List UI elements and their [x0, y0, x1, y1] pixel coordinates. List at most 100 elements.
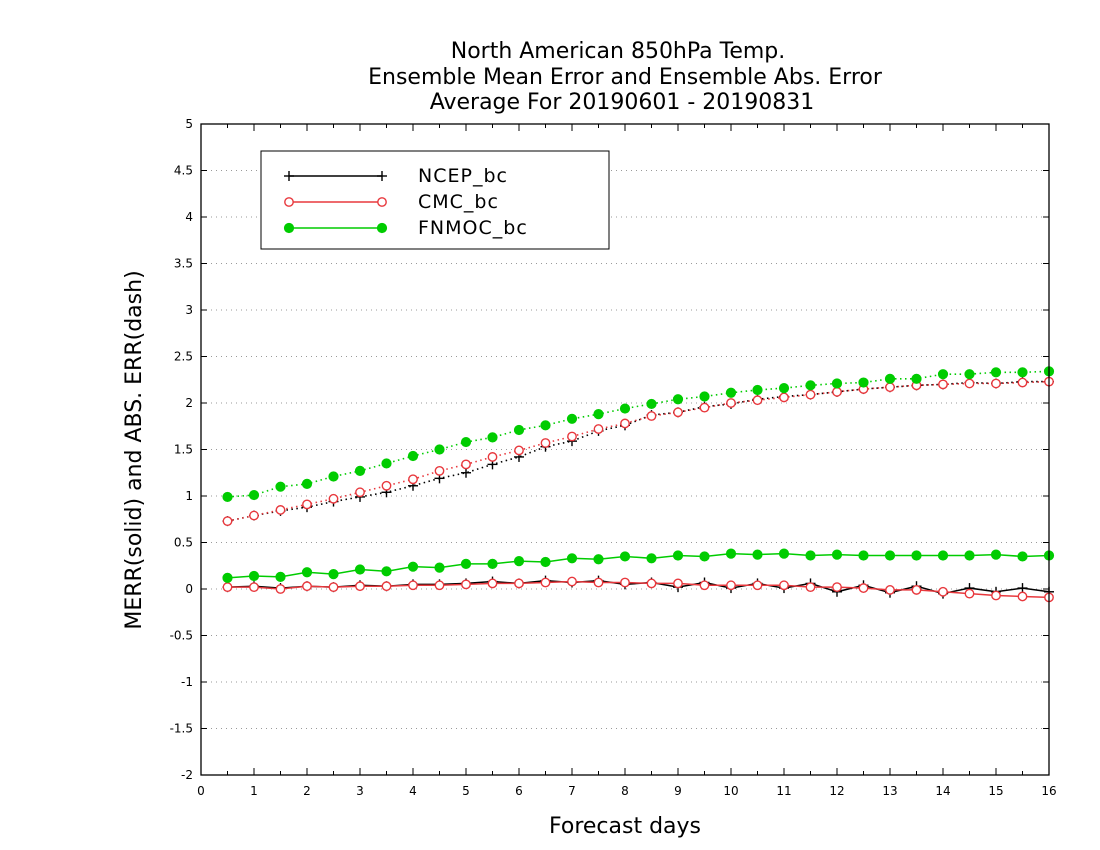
y-tick-label: 2.5: [174, 350, 193, 364]
y-tick-label: -0.5: [170, 629, 193, 643]
y-tick-label: -1: [181, 675, 193, 689]
series-cmc-bc: [222, 376, 1054, 603]
abs-err-point-fnmoc-bc: [619, 403, 631, 414]
y-tick-label: -1.5: [170, 722, 193, 736]
legend-sample-fnmoc-bc: [283, 222, 388, 234]
x-tick-label: 11: [776, 784, 791, 798]
merr-point-ncep-bc: [1017, 583, 1028, 594]
abs-err-point-fnmoc-bc: [937, 369, 949, 380]
merr-point-fnmoc-bc: [911, 550, 922, 561]
abs-err-point-fnmoc-bc: [222, 491, 233, 503]
legend: NCEP_bc CMC_bc FNMOC_bc: [260, 150, 610, 250]
merr-point-fnmoc-bc: [301, 567, 313, 578]
y-tick-label: 3.5: [174, 257, 193, 271]
abs-err-point-fnmoc-bc: [805, 380, 816, 391]
merr-point-cmc-bc: [487, 578, 498, 589]
merr-point-cmc-bc: [540, 577, 551, 588]
legend-marker-cmc-bc: [377, 197, 387, 207]
abs-err-point-fnmoc-bc: [593, 409, 604, 420]
x-tick-label: 9: [674, 784, 682, 798]
y-tick-label: 4.5: [174, 164, 193, 178]
abs-err-point-cmc-bc: [1017, 377, 1028, 388]
y-tick-label: 3: [185, 303, 193, 317]
merr-point-fnmoc-bc: [328, 569, 339, 580]
merr-point-cmc-bc: [567, 576, 577, 587]
abs-err-point-cmc-bc: [964, 378, 975, 389]
legend-label-ncep: NCEP_bc: [418, 165, 508, 187]
abs-err-point-cmc-bc: [938, 379, 948, 390]
merr-point-cmc-bc: [885, 585, 895, 595]
abs-err-point-cmc-bc: [752, 395, 763, 406]
y-tick-label: 2: [185, 396, 193, 410]
merr-point-cmc-bc: [832, 582, 842, 593]
abs-err-point-fnmoc-bc: [911, 373, 922, 384]
abs-err-point-cmc-bc: [222, 516, 233, 527]
abs-err-point-cmc-bc: [726, 398, 736, 408]
x-tick-label: 10: [723, 784, 738, 798]
abs-err-point-fnmoc-bc: [354, 465, 366, 476]
merr-point-cmc-bc: [991, 590, 1001, 601]
merr-point-fnmoc-bc: [593, 554, 604, 565]
merr-point-fnmoc-bc: [752, 549, 763, 560]
x-tick-label: 12: [829, 784, 844, 798]
abs-err-point-fnmoc-bc: [248, 489, 260, 501]
abs-err-point-cmc-bc: [540, 438, 551, 448]
merr-point-fnmoc-bc: [699, 551, 710, 562]
abs-err-point-cmc-bc: [487, 452, 498, 462]
abs-err-point-fnmoc-bc: [328, 471, 339, 482]
x-tick-label: 14: [935, 784, 950, 798]
merr-point-cmc-bc: [249, 582, 259, 593]
merr-point-cmc-bc: [275, 584, 286, 594]
x-tick-label: 8: [621, 784, 629, 798]
abs-err-point-fnmoc-bc: [513, 424, 525, 436]
legend-marker-fnmoc-bc: [376, 222, 388, 234]
abs-err-point-cmc-bc: [381, 480, 392, 491]
x-axis-label: Forecast days: [549, 814, 701, 839]
x-tick-label: 13: [882, 784, 897, 798]
legend-sample-cmc-bc: [284, 197, 387, 207]
y-tick-label: 1: [185, 489, 193, 503]
abs-err-point-cmc-bc: [699, 402, 710, 413]
series-fnmoc-bc: [222, 366, 1055, 583]
abs-err-point-cmc-bc: [620, 418, 630, 429]
abs-err-point-fnmoc-bc: [990, 367, 1002, 378]
abs-err-point-fnmoc-bc: [884, 373, 896, 384]
abs-err-line-cmc-bc: [227, 380, 1050, 522]
merr-point-fnmoc-bc: [937, 550, 949, 561]
abs-err-point-fnmoc-bc: [566, 413, 578, 424]
merr-point-fnmoc-bc: [566, 553, 578, 564]
merr-point-cmc-bc: [673, 578, 683, 589]
legend-marker-cmc-bc: [284, 197, 294, 207]
merr-point-cmc-bc: [620, 577, 630, 588]
abs-err-point-fnmoc-bc: [646, 398, 657, 410]
abs-err-point-fnmoc-bc: [434, 444, 445, 455]
merr-point-cmc-bc: [911, 585, 922, 595]
merr-point-fnmoc-bc: [990, 549, 1002, 560]
y-tick-label: 4: [185, 210, 193, 224]
abs-err-point-cmc-bc: [885, 382, 895, 393]
y-axis-label: MERR(solid) and ABS. ERR(dash): [122, 270, 147, 629]
merr-point-fnmoc-bc: [778, 548, 790, 559]
merr-point-fnmoc-bc: [619, 551, 631, 562]
merr-point-cmc-bc: [752, 580, 763, 591]
x-tick-label: 5: [462, 784, 470, 798]
x-tick-label: 15: [988, 784, 1003, 798]
merr-point-fnmoc-bc: [381, 566, 392, 577]
abs-err-point-cmc-bc: [302, 499, 312, 510]
abs-err-point-cmc-bc: [275, 505, 286, 515]
merr-point-cmc-bc: [646, 578, 657, 589]
merr-point-cmc-bc: [222, 582, 233, 593]
legend-items: [283, 171, 388, 234]
abs-err-point-fnmoc-bc: [460, 436, 472, 448]
legend-sample-ncep-bc: [284, 171, 387, 181]
chart-title: North American 850hPa Temp. Ensemble Mea…: [368, 39, 883, 115]
merr-point-cmc-bc: [938, 586, 948, 597]
y-tick-label: 0.5: [174, 536, 193, 550]
abs-err-point-fnmoc-bc: [725, 387, 737, 398]
abs-err-point-fnmoc-bc: [275, 481, 286, 492]
abs-err-point-fnmoc-bc: [831, 378, 843, 389]
merr-point-cmc-bc: [858, 583, 869, 593]
merr-point-fnmoc-bc: [1017, 551, 1028, 562]
merr-point-cmc-bc: [699, 580, 710, 591]
